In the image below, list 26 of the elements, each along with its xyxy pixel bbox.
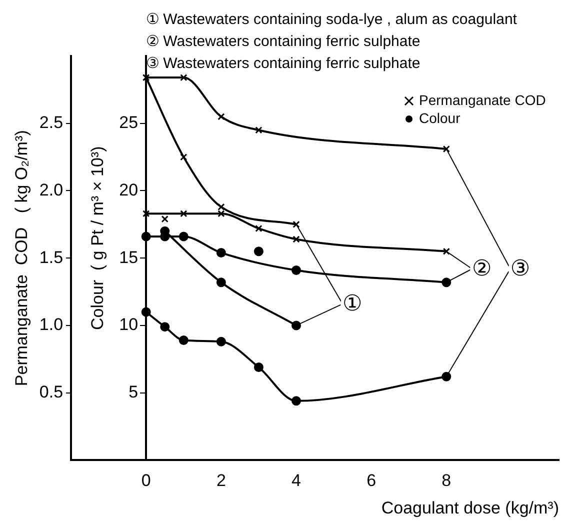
- x-tick-label: 0: [141, 471, 151, 490]
- y-tick-label: 20: [119, 180, 138, 200]
- y2-tick-label: 0.5: [39, 382, 64, 402]
- x-tick-label: 6: [366, 471, 376, 490]
- x-tick-label: 2: [216, 471, 226, 490]
- annotation: ②: [472, 256, 492, 282]
- y2-tick-label: 2.5: [39, 113, 64, 132]
- x-tick-label: 4: [292, 471, 301, 490]
- text: ① Wastewaters containing soda-lye , alum as coagulant: [146, 11, 518, 28]
- annotation: ③: [510, 256, 530, 282]
- y2-tick-label: 1.5: [39, 248, 64, 267]
- x-axis-title: Coagulant dose (kg/m³): [381, 498, 559, 518]
- y2-tick-label: 2.0: [39, 180, 64, 200]
- y-tick-label: 5: [128, 382, 138, 402]
- y-tick-label: 15: [119, 248, 138, 267]
- y2-axis-title: Permanganate COD ( kg O₂/m³): [12, 130, 31, 386]
- y2-tick-label: 1.0: [39, 315, 64, 334]
- y-axis-title: Colour ( g Pt / m³ × 10³): [88, 146, 107, 330]
- annotation: ③ Wastewaters containing ferric sulphate: [146, 55, 420, 72]
- y-tick-label: 25: [119, 113, 138, 132]
- legend-label: Permanganate COD: [419, 92, 546, 108]
- annotation: ①: [342, 292, 362, 317]
- legend-label: Colour: [419, 110, 461, 126]
- y-tick-label: 10: [119, 315, 138, 334]
- text: ② Wastewaters containing ferric sulphate: [146, 33, 420, 50]
- x-tick-label: 8: [442, 471, 452, 490]
